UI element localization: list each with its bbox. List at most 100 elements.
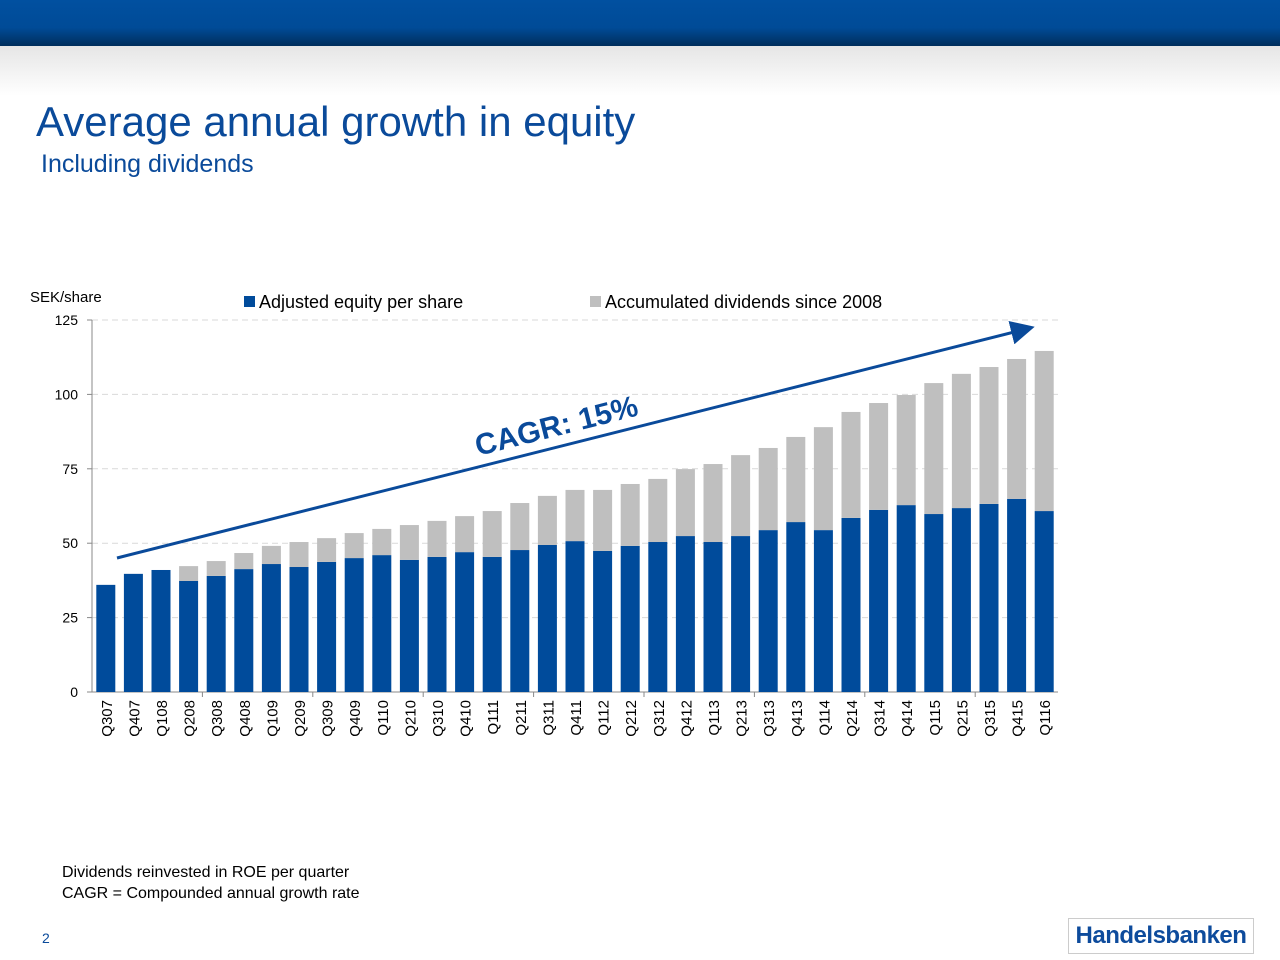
header-fade — [0, 46, 1280, 96]
legend-swatch-dividends — [590, 296, 601, 307]
bar-equity — [344, 558, 364, 692]
y-tick-label: 0 — [70, 684, 78, 700]
footnote: CAGR = Compounded annual growth rate — [62, 885, 360, 902]
bar-equity — [979, 503, 999, 692]
x-tick-label: Q315 — [982, 700, 999, 737]
bar-dividends — [234, 553, 254, 570]
bar-dividends — [455, 516, 475, 553]
bar-equity — [123, 573, 143, 692]
x-tick-label: Q407 — [126, 700, 143, 737]
x-tick-label: Q414 — [899, 700, 916, 737]
handelsbanken-logo: Handelsbanken — [1068, 918, 1254, 954]
x-tick-label: Q109 — [264, 700, 281, 737]
bar-dividends — [951, 373, 971, 509]
bar-equity — [537, 544, 557, 692]
bar-dividends — [675, 469, 695, 537]
x-tick-label: Q210 — [402, 700, 419, 737]
x-tick-label: Q111 — [485, 700, 502, 734]
bar-dividends — [344, 533, 364, 559]
bar-equity — [482, 556, 502, 692]
bar-dividends — [1007, 358, 1027, 499]
x-tick-label: Q408 — [237, 700, 254, 737]
bar-equity — [179, 580, 199, 692]
bar-dividends — [427, 520, 447, 557]
bar-equity — [648, 542, 668, 692]
bar-dividends — [896, 394, 916, 506]
bar-dividends — [703, 464, 723, 543]
x-tick-label: Q413 — [789, 700, 806, 737]
legend-swatch-equity — [244, 296, 255, 307]
bar-equity — [234, 569, 254, 692]
bar-equity — [786, 522, 806, 692]
bar-equity — [206, 575, 226, 692]
x-tick-label: Q113 — [706, 700, 723, 736]
legend: Adjusted equity per share Accumulated di… — [244, 292, 882, 312]
bar-equity — [731, 536, 751, 692]
x-tick-label: Q412 — [678, 700, 695, 737]
x-tick-label: Q313 — [761, 700, 778, 737]
bar-dividends — [869, 403, 889, 510]
bar-equity — [565, 541, 585, 692]
bar-equity — [289, 567, 309, 692]
x-tick-label: Q415 — [1010, 700, 1027, 737]
x-tick-label: Q112 — [596, 700, 613, 736]
x-tick-label: Q308 — [209, 700, 226, 737]
bar-dividends — [565, 489, 585, 542]
bar-dividends — [179, 566, 199, 581]
bar-equity — [924, 514, 944, 692]
bar-dividends — [648, 478, 668, 543]
page-subtitle: Including dividends — [41, 150, 254, 178]
bar-dividends — [758, 447, 778, 531]
bar-dividends — [482, 511, 502, 557]
bar-dividends — [317, 538, 337, 562]
y-axis-label: SEK/share — [30, 289, 102, 306]
x-tick-label: Q314 — [872, 700, 889, 737]
x-tick-label: Q312 — [651, 700, 668, 737]
bar-equity — [1034, 511, 1054, 692]
footnote: Dividends reinvested in ROE per quarter — [62, 864, 350, 881]
header-bar — [0, 0, 1280, 46]
bar-equity — [703, 542, 723, 692]
bar-dividends — [924, 383, 944, 515]
bar-equity — [758, 530, 778, 692]
x-tick-label: Q409 — [347, 700, 364, 737]
y-tick-label: 75 — [62, 461, 78, 477]
y-tick-label: 50 — [62, 535, 78, 551]
footnotes: Dividends reinvested in ROE per quarter … — [62, 862, 360, 904]
bar-dividends — [289, 542, 309, 568]
bar-equity — [593, 550, 613, 692]
bar-dividends — [372, 528, 392, 556]
bar-dividends — [813, 427, 833, 531]
bar-equity — [455, 552, 475, 692]
legend-label-equity: Adjusted equity per share — [259, 292, 463, 312]
page-title: Average annual growth in equity — [36, 98, 636, 145]
bar-dividends — [261, 545, 281, 565]
y-tick-label: 100 — [55, 386, 79, 402]
bar-dividends — [731, 455, 751, 537]
bar-equity — [427, 556, 447, 692]
x-tick-label: Q309 — [320, 700, 337, 737]
bar-dividends — [510, 503, 530, 551]
bar-dividends — [537, 495, 557, 545]
bar-dividends — [979, 367, 999, 504]
bar-equity — [675, 536, 695, 692]
x-tick-label: Q114 — [816, 700, 833, 736]
bar-equity — [317, 561, 337, 692]
x-tick-label: Q211 — [513, 700, 530, 736]
legend-label-dividends: Accumulated dividends since 2008 — [605, 292, 882, 312]
bar-dividends — [620, 483, 640, 546]
x-tick-label: Q108 — [154, 700, 171, 737]
x-tick-label: Q208 — [182, 700, 199, 737]
bar-equity — [261, 564, 281, 692]
cagr-arrow — [116, 321, 1035, 560]
x-tick-label: Q411 — [568, 700, 585, 736]
x-tick-label: Q209 — [292, 700, 309, 737]
x-tick-label: Q213 — [734, 700, 751, 737]
bar-dividends — [1034, 350, 1054, 512]
x-tick-label: Q311 — [540, 700, 557, 736]
x-tick-label: Q214 — [844, 700, 861, 737]
x-tick-label: Q212 — [623, 700, 640, 737]
bar-equity — [620, 545, 640, 692]
x-tick-label: Q110 — [375, 700, 392, 736]
x-tick-label: Q116 — [1037, 700, 1054, 736]
